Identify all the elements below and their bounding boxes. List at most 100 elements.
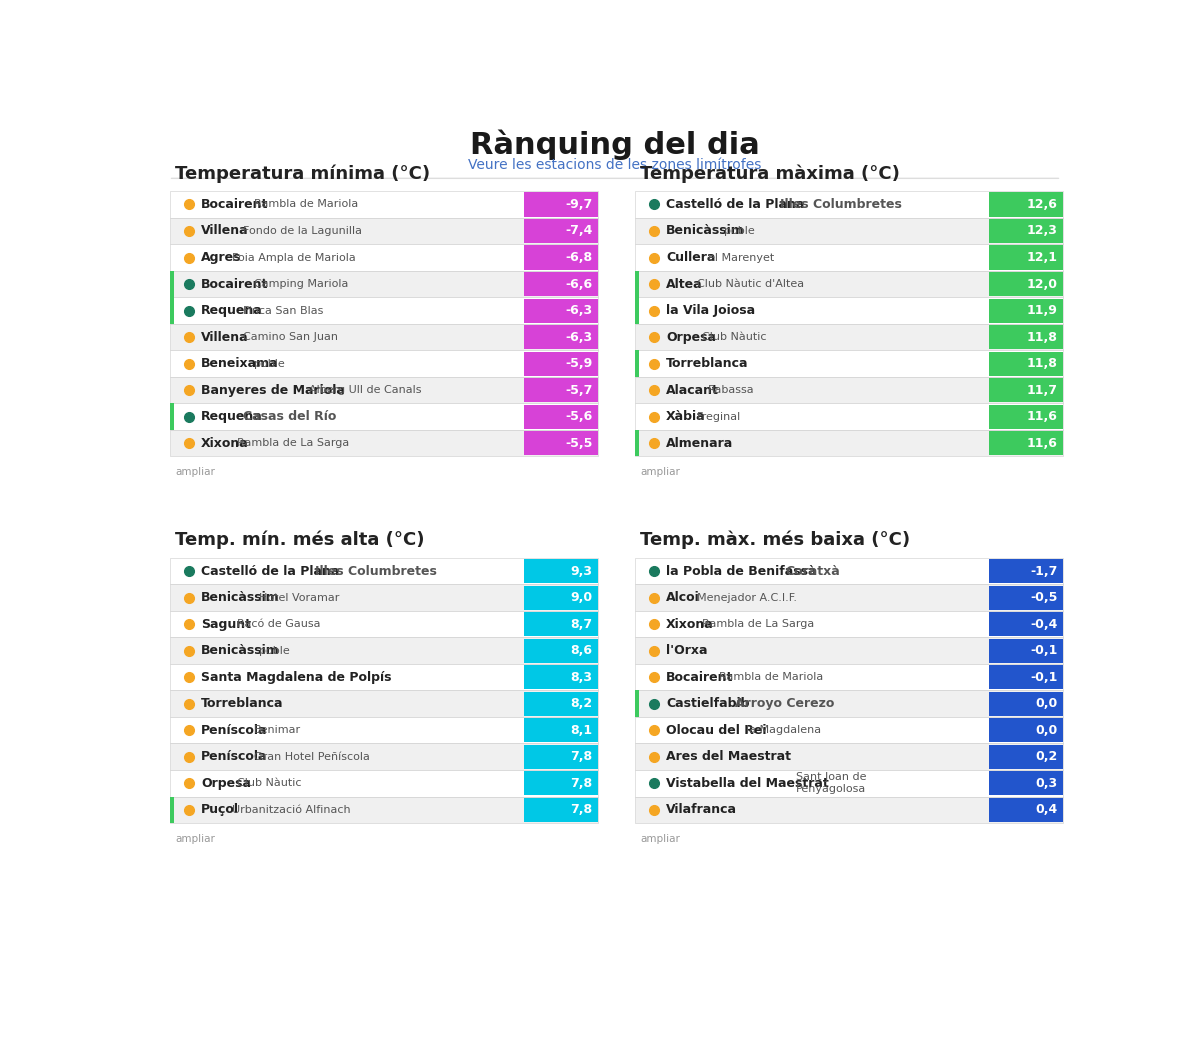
Text: Puçol: Puçol [202, 803, 239, 816]
FancyBboxPatch shape [636, 191, 1063, 218]
Text: -5,6: -5,6 [565, 410, 593, 423]
FancyBboxPatch shape [636, 690, 640, 717]
FancyBboxPatch shape [989, 405, 1063, 429]
Text: Hotel Voramar: Hotel Voramar [259, 593, 340, 602]
Text: Vistabella del Maestrat: Vistabella del Maestrat [666, 777, 829, 789]
Text: 9,0: 9,0 [570, 591, 593, 604]
Text: 0,3: 0,3 [1036, 777, 1057, 789]
Text: Peníscola: Peníscola [202, 723, 268, 737]
FancyBboxPatch shape [636, 585, 1063, 611]
FancyBboxPatch shape [989, 325, 1063, 349]
FancyBboxPatch shape [524, 612, 599, 636]
FancyBboxPatch shape [989, 299, 1063, 323]
Text: Fondo de la Lagunilla: Fondo de la Lagunilla [242, 226, 361, 236]
Text: -5,9: -5,9 [565, 357, 593, 371]
FancyBboxPatch shape [170, 690, 599, 717]
Text: Benicàssim: Benicàssim [202, 591, 280, 604]
Text: Vilafranca: Vilafranca [666, 803, 737, 816]
FancyBboxPatch shape [636, 270, 640, 298]
Text: Coratxà: Coratxà [785, 565, 840, 577]
Text: 8,3: 8,3 [571, 670, 593, 684]
Text: poble: poble [259, 645, 290, 656]
FancyBboxPatch shape [989, 219, 1063, 243]
Text: 9,3: 9,3 [571, 565, 593, 577]
Text: Agres: Agres [202, 251, 241, 264]
Text: -0,1: -0,1 [1031, 670, 1057, 684]
Text: ampliar: ampliar [175, 468, 215, 477]
Text: Xixona: Xixona [202, 436, 248, 450]
Text: Arroyo Cerezo: Arroyo Cerezo [736, 697, 835, 710]
Text: -6,8: -6,8 [565, 251, 593, 264]
FancyBboxPatch shape [636, 270, 1063, 298]
Text: Club Nàutic: Club Nàutic [238, 778, 301, 788]
FancyBboxPatch shape [989, 431, 1063, 455]
FancyBboxPatch shape [989, 691, 1063, 716]
FancyBboxPatch shape [989, 586, 1063, 610]
FancyBboxPatch shape [170, 797, 599, 823]
FancyBboxPatch shape [170, 351, 599, 377]
Text: Orpesa: Orpesa [666, 331, 716, 343]
Text: -7,4: -7,4 [565, 224, 593, 237]
Text: Rànquing del dia: Rànquing del dia [470, 129, 760, 160]
FancyBboxPatch shape [636, 218, 1063, 244]
Text: Xàbia: Xàbia [666, 410, 706, 423]
Text: 11,6: 11,6 [1027, 436, 1057, 450]
Text: Requena: Requena [202, 410, 263, 423]
Text: Castelló de la Plana: Castelló de la Plana [202, 565, 340, 577]
FancyBboxPatch shape [170, 403, 599, 430]
Text: Bocairent: Bocairent [202, 278, 269, 290]
Text: -5,5: -5,5 [565, 436, 593, 450]
Text: Peníscola: Peníscola [202, 751, 268, 763]
Text: 12,6: 12,6 [1027, 198, 1057, 211]
FancyBboxPatch shape [636, 637, 1063, 664]
FancyBboxPatch shape [170, 637, 599, 664]
FancyBboxPatch shape [524, 586, 599, 610]
FancyBboxPatch shape [524, 798, 599, 822]
FancyBboxPatch shape [989, 798, 1063, 822]
Text: ampliar: ampliar [175, 834, 215, 844]
Text: Càmping Mariola: Càmping Mariola [253, 279, 348, 289]
Text: la Pobla de Benifassà: la Pobla de Benifassà [666, 565, 817, 577]
Text: Requena: Requena [202, 304, 263, 317]
Text: -0,4: -0,4 [1031, 618, 1057, 631]
Text: Bocairent: Bocairent [202, 198, 269, 211]
Text: 0,2: 0,2 [1036, 751, 1057, 763]
FancyBboxPatch shape [170, 270, 599, 298]
Text: Orpesa: Orpesa [202, 777, 251, 789]
Text: Camino San Juan: Camino San Juan [242, 332, 337, 342]
Text: 7,8: 7,8 [570, 751, 593, 763]
Text: 8,7: 8,7 [570, 618, 593, 631]
Text: 11,8: 11,8 [1027, 331, 1057, 343]
Text: 12,1: 12,1 [1027, 251, 1057, 264]
FancyBboxPatch shape [636, 298, 640, 324]
Text: Urbanització Alfinach: Urbanització Alfinach [232, 805, 350, 814]
FancyBboxPatch shape [170, 717, 599, 743]
FancyBboxPatch shape [989, 192, 1063, 216]
Text: Rambla de La Sarga: Rambla de La Sarga [702, 619, 815, 630]
Text: Villena: Villena [202, 331, 248, 343]
FancyBboxPatch shape [989, 718, 1063, 742]
FancyBboxPatch shape [989, 352, 1063, 376]
Text: 7,8: 7,8 [570, 803, 593, 816]
FancyBboxPatch shape [524, 431, 599, 455]
FancyBboxPatch shape [524, 272, 599, 296]
FancyBboxPatch shape [170, 585, 599, 611]
Text: Banyeres de Mariola: Banyeres de Mariola [202, 383, 346, 397]
Text: 11,6: 11,6 [1027, 410, 1057, 423]
Text: 8,2: 8,2 [570, 697, 593, 710]
Text: 12,0: 12,0 [1027, 278, 1057, 290]
FancyBboxPatch shape [170, 244, 599, 270]
Text: Xixona: Xixona [666, 618, 714, 631]
Text: 11,7: 11,7 [1027, 383, 1057, 397]
FancyBboxPatch shape [170, 770, 599, 797]
FancyBboxPatch shape [170, 298, 599, 324]
Text: -9,7: -9,7 [565, 198, 593, 211]
Text: 7,8: 7,8 [570, 777, 593, 789]
FancyBboxPatch shape [170, 377, 599, 403]
Text: -0,5: -0,5 [1031, 591, 1057, 604]
Text: Gran Hotel Peñíscola: Gran Hotel Peñíscola [253, 752, 370, 762]
FancyBboxPatch shape [989, 639, 1063, 663]
Text: Benicàssim: Benicàssim [202, 644, 280, 657]
Text: 0,0: 0,0 [1036, 723, 1057, 737]
Text: l'Orxa: l'Orxa [666, 644, 708, 657]
